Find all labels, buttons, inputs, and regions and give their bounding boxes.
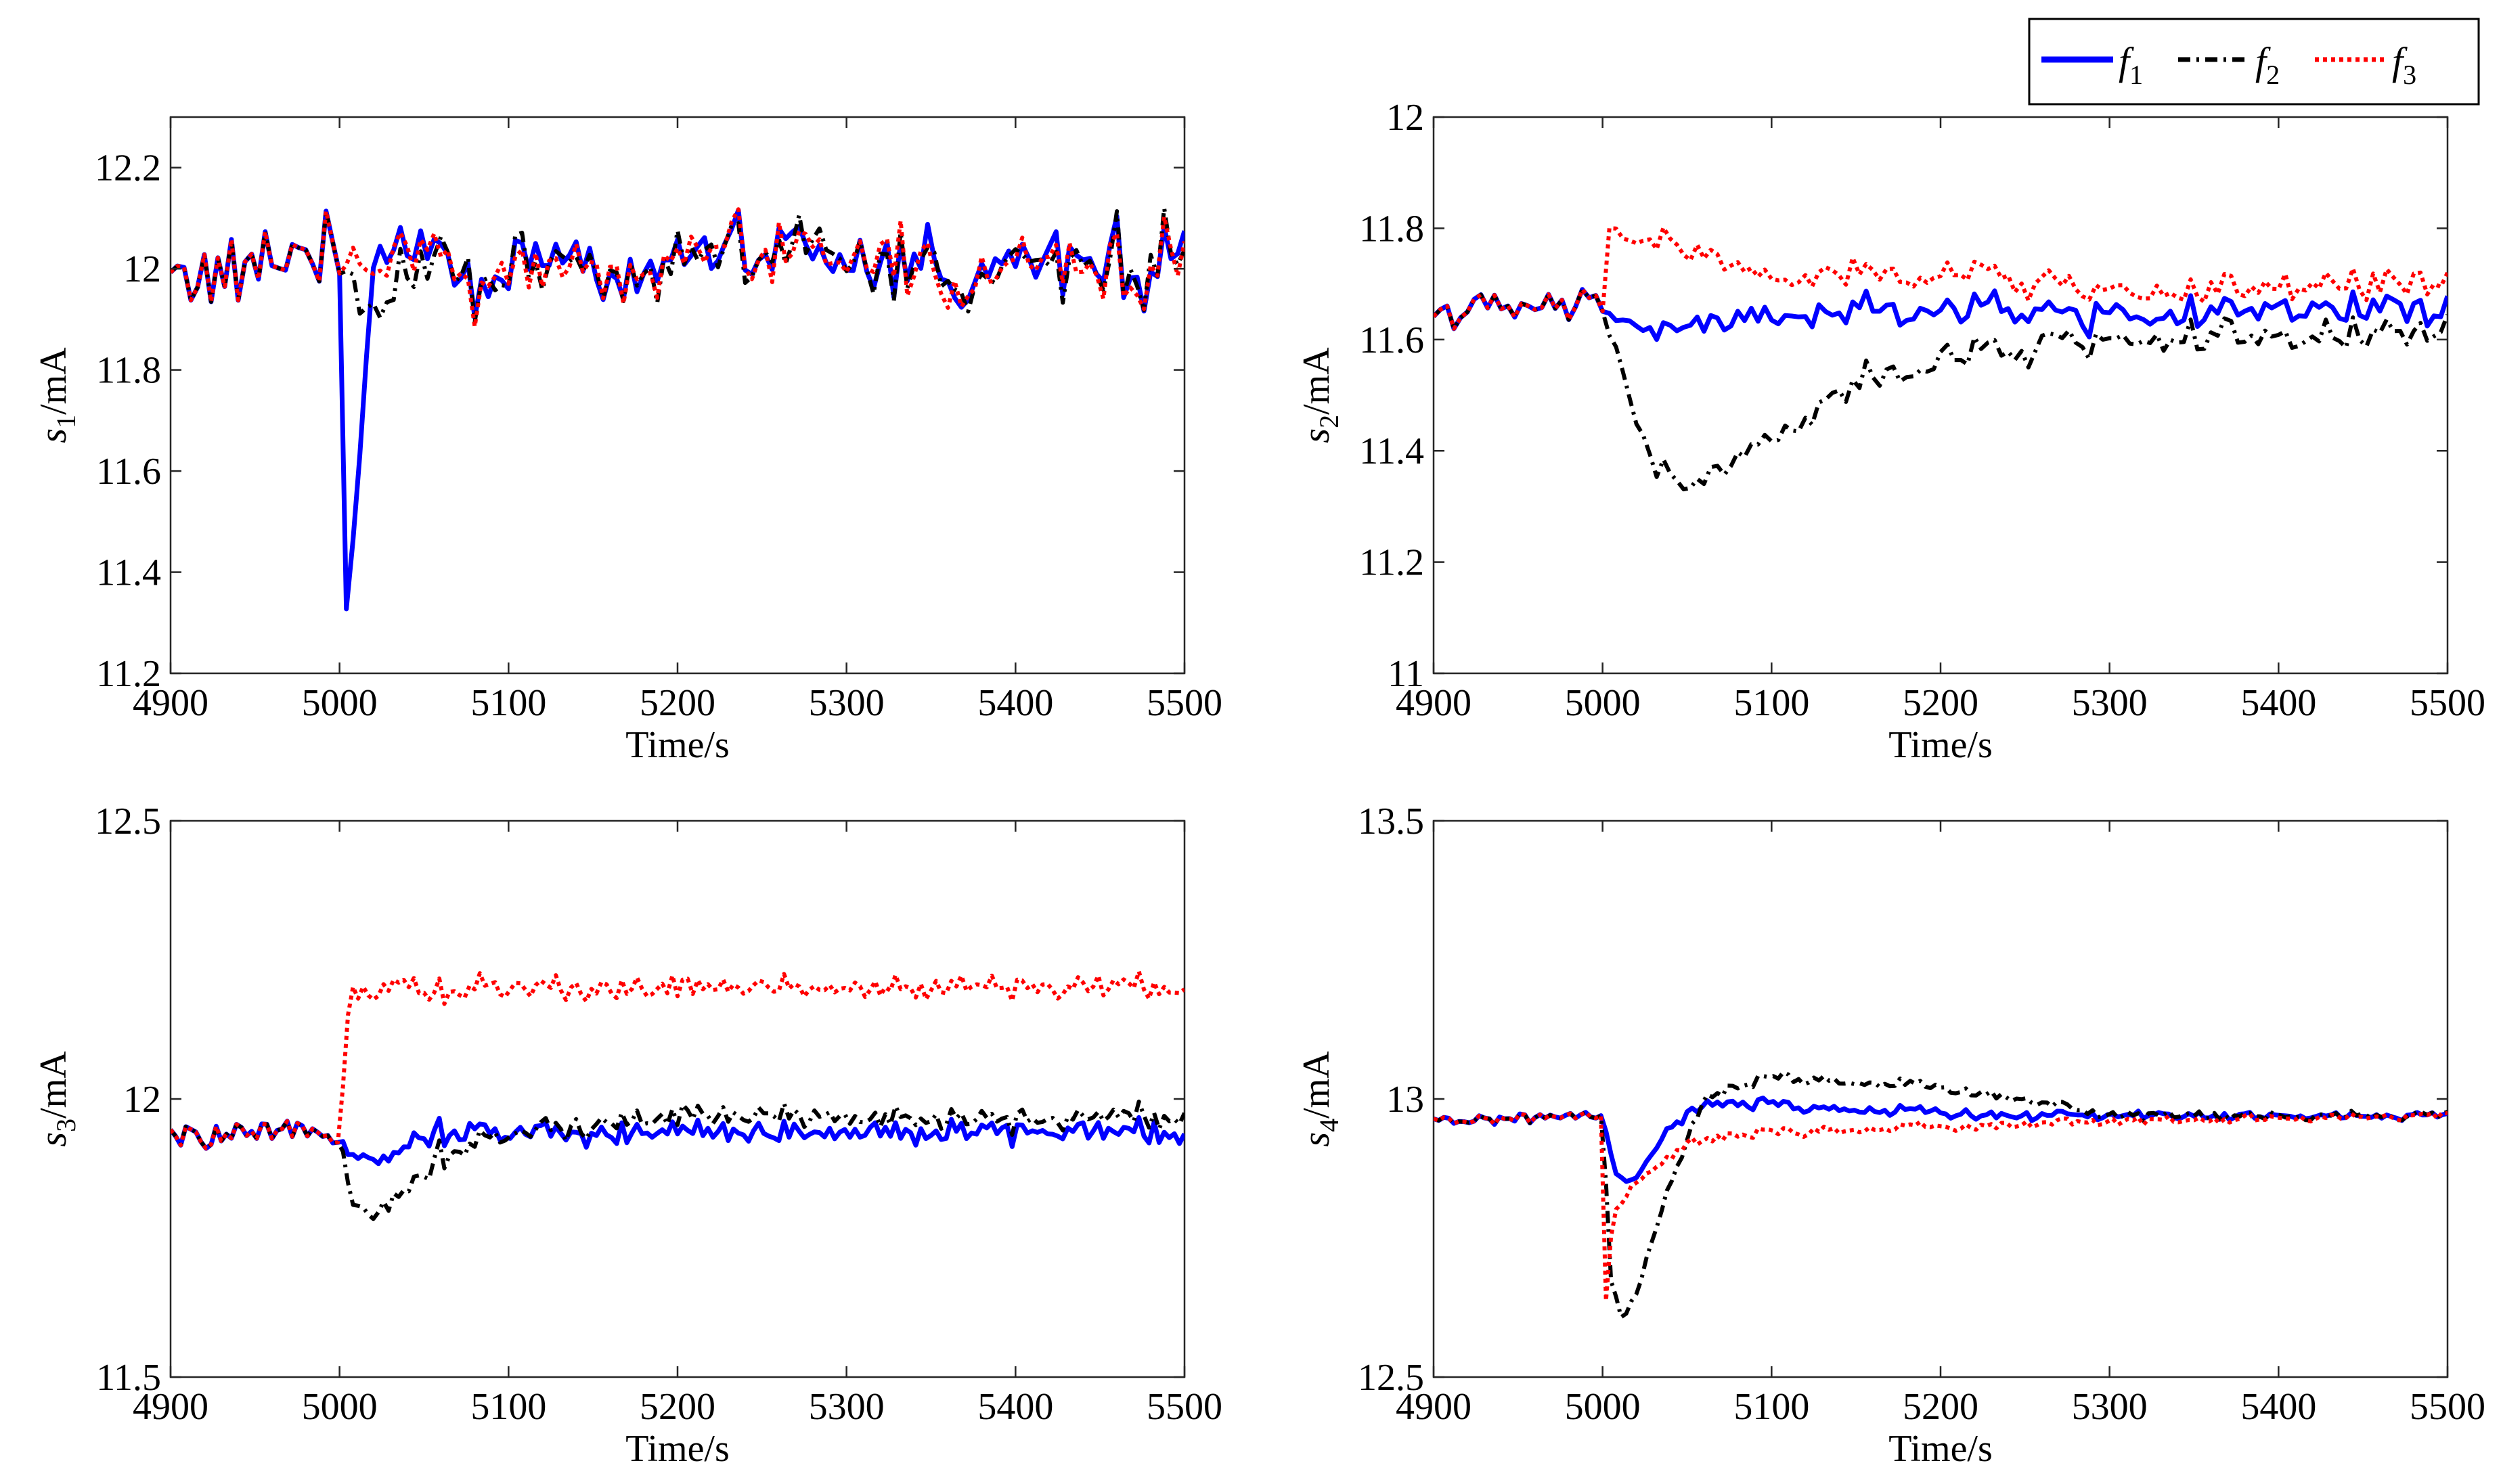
- x-tick-label: 5000: [302, 682, 378, 724]
- series-group: [171, 969, 1185, 1221]
- chart-s3: 4900 5000 5100 5200 5300 5400 5500 11.5 12 12.5 Ti…: [32, 801, 1222, 1470]
- y-axis-title: s3/mA: [32, 1051, 81, 1147]
- series-f3-line: [171, 969, 1185, 1151]
- y-axis-title: s1/mA: [32, 347, 81, 443]
- series-f3-line: [1434, 1110, 2448, 1303]
- x-tick-label: 5300: [2072, 682, 2148, 724]
- x-tick-label: 5100: [470, 1386, 546, 1428]
- series-f2-line: [1434, 287, 2448, 492]
- chart-s4: 4900 5000 5100 5200 5300 5400 5500 12.5 13 13.5 Ti…: [1296, 801, 2485, 1470]
- y-tick-label: 12.5: [1358, 1357, 1424, 1399]
- y-axis-title: s2/mA: [1296, 347, 1344, 443]
- x-tick-label: 5100: [1733, 1386, 1809, 1428]
- x-tick-label: 5400: [2240, 682, 2316, 724]
- plot-frame: [1432, 819, 2449, 1378]
- series-f3-line: [171, 207, 1185, 329]
- series-group: [1434, 1070, 2448, 1320]
- x-tick-label: 5000: [1565, 682, 1641, 724]
- x-axis-title: Time/s: [1888, 724, 1993, 766]
- x-tick-label: 4900: [133, 682, 208, 724]
- x-axis-title: Time/s: [1888, 1428, 1993, 1470]
- x-tick-label: 5400: [977, 1386, 1053, 1428]
- y-tick-label: 11.4: [96, 552, 161, 594]
- y-tick-label: 11: [1388, 653, 1424, 695]
- x-tick-label: 5400: [977, 682, 1053, 724]
- y-tick-label: 12.5: [95, 801, 161, 842]
- y-tick-label: 11.6: [96, 451, 161, 493]
- x-tick-label: 4900: [1396, 682, 1471, 724]
- x-tick-label: 5500: [2410, 682, 2485, 724]
- x-tick-label: 5100: [1733, 682, 1809, 724]
- y-axis-title: s4/mA: [1296, 1051, 1344, 1147]
- x-tick-label: 5300: [809, 1386, 885, 1428]
- y-tick-label: 12: [123, 1079, 161, 1121]
- x-axis-title: Time/s: [625, 1428, 730, 1470]
- x-tick-label: 5000: [1565, 1386, 1641, 1428]
- y-tick-label: 12: [1386, 97, 1424, 139]
- y-tick-label: 11.2: [96, 653, 161, 695]
- y-tick-label: 13.5: [1358, 801, 1424, 842]
- x-tick-label: 5200: [1903, 1386, 1978, 1428]
- plot-frame: [169, 116, 1186, 675]
- x-tick-label: 4900: [133, 1386, 208, 1428]
- legend-label-f2: f2: [2255, 39, 2280, 90]
- series-f3-line: [1434, 225, 2448, 331]
- y-tick-label: 11.4: [1359, 430, 1424, 472]
- chart-s1: 4900 5000 5100 5200 5300 5400 5500 11.2 11.4 11.6…: [32, 116, 1222, 766]
- x-tick-label: 4900: [1396, 1386, 1471, 1428]
- plot-frame: [1432, 116, 2449, 675]
- x-tick-label: 5300: [809, 682, 885, 724]
- x-tick-label: 5500: [2410, 1386, 2485, 1428]
- chart-panels: 4900 5000 5100 5200 5300 5400 5500 11.2 11.4 11.6…: [32, 97, 2485, 1470]
- series-f1-line: [1434, 1096, 2448, 1184]
- x-tick-label: 5200: [640, 682, 715, 724]
- series-group: [1434, 225, 2448, 492]
- y-tick-label: 12.2: [95, 148, 161, 189]
- y-tick-label: 11.5: [96, 1357, 161, 1399]
- series-f2-line: [1434, 1070, 2448, 1320]
- y-tick-label: 12: [123, 248, 161, 290]
- x-tick-label: 5500: [1147, 682, 1222, 724]
- y-tick-label: 11.6: [1359, 319, 1424, 361]
- x-tick-label: 5300: [2072, 1386, 2148, 1428]
- x-tick-label: 5200: [640, 1386, 715, 1428]
- x-tick-label: 5100: [470, 682, 546, 724]
- series-group: [171, 206, 1185, 612]
- chart-s2: 4900 5000 5100 5200 5300 5400 5500 11 11.2 11.4 11…: [1296, 97, 2485, 766]
- x-axis-title: Time/s: [625, 724, 730, 766]
- x-tick-label: 5500: [1147, 1386, 1222, 1428]
- x-tick-label: 5000: [302, 1386, 378, 1428]
- y-tick-label: 11.8: [1359, 208, 1424, 250]
- y-tick-label: 13: [1386, 1079, 1424, 1121]
- series-f2-line: [171, 1099, 1185, 1221]
- x-tick-label: 5400: [2240, 1386, 2316, 1428]
- y-tick-label: 11.2: [1359, 542, 1424, 584]
- x-tick-label: 5200: [1903, 682, 1978, 724]
- y-tick-label: 11.8: [96, 350, 161, 392]
- legend: f1 f2 f3: [2028, 18, 2480, 106]
- plot-frame: [169, 819, 1186, 1378]
